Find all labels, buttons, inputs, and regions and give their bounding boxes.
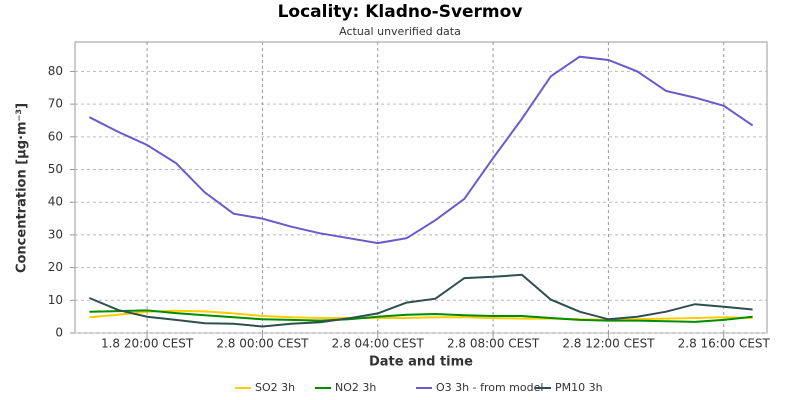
series-line [89,309,753,323]
y-tick-label: 40 [48,195,63,209]
legend-label: PM10 3h [555,381,603,394]
y-tick-label: 10 [48,293,63,307]
y-tick-label: 20 [48,260,63,274]
x-tick-label: 2.8 16:00 CEST [678,337,771,351]
y-axis-label: Concentration [µg·m⁻³] [15,103,30,273]
legend-label: O3 3h - from model [436,381,543,394]
series-line [89,309,753,321]
legend-label: SO2 3h [255,381,295,394]
x-tick-label: 2.8 12:00 CEST [562,337,655,351]
y-tick-label: 0 [55,326,63,340]
series-line [89,273,753,328]
y-tick-label: 80 [48,64,63,78]
y-tick-label: 70 [48,97,63,111]
y-tick-label: 50 [48,162,63,176]
plot-area [74,41,768,334]
x-tick-label: 2.8 08:00 CEST [447,337,540,351]
y-tick-label: 30 [48,227,63,241]
chart-title: Locality: Kladno-Svermov [278,2,523,22]
x-tick-label: 2.8 04:00 CEST [332,337,425,351]
x-axis-label: Date and time [369,355,473,370]
chart-subtitle: Actual unverified data [339,25,461,38]
y-tick-label: 60 [48,129,63,143]
x-tick-label: 2.8 00:00 CEST [216,337,309,351]
x-tick-label: 1.8 20:00 CEST [101,337,194,351]
legend-label: NO2 3h [335,381,376,394]
series-line [88,55,754,245]
